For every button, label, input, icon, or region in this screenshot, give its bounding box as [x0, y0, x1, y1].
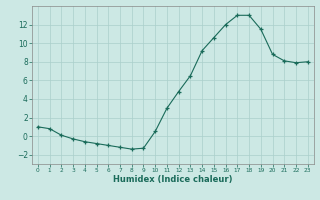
X-axis label: Humidex (Indice chaleur): Humidex (Indice chaleur)	[113, 175, 233, 184]
